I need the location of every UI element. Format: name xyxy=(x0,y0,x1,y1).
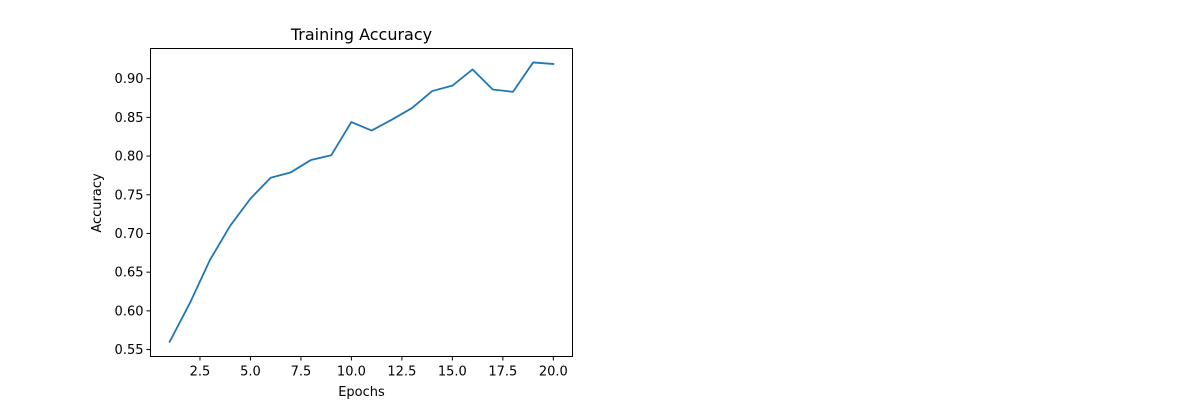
x-tick-label: 12.5 xyxy=(387,365,416,380)
y-tick-label: 0.55 xyxy=(115,343,144,358)
y-axis-label: Accuracy xyxy=(90,173,105,233)
x-axis-label: Epochs xyxy=(338,385,385,400)
x-tick-label: 10.0 xyxy=(337,365,366,380)
y-tick-label: 0.60 xyxy=(115,304,144,319)
y-tick-label: 0.65 xyxy=(115,266,144,281)
y-axis-ticks: 0.55 0.60 0.65 0.70 0.75 0.80 0.85 0.90 xyxy=(115,72,151,358)
y-tick-label: 0.90 xyxy=(115,72,144,87)
y-tick-label: 0.85 xyxy=(115,111,144,126)
plot-area xyxy=(150,48,573,357)
x-tick-label: 7.5 xyxy=(291,365,312,380)
chart-title: Training Accuracy xyxy=(290,25,432,44)
y-tick-label: 0.80 xyxy=(115,150,144,165)
series-line xyxy=(168,61,555,344)
series-layer xyxy=(168,61,555,344)
x-tick-label: 17.5 xyxy=(488,365,517,380)
y-tick-label: 0.70 xyxy=(115,227,144,242)
x-tick-label: 15.0 xyxy=(438,365,467,380)
plot-frame xyxy=(150,48,573,357)
x-tick-label: 2.5 xyxy=(190,365,211,380)
x-tick-label: 20.0 xyxy=(539,365,568,380)
x-tick-label: 5.0 xyxy=(240,365,261,380)
x-axis-ticks: 2.5 5.0 7.5 10.0 12.5 15.0 17.5 20.0 xyxy=(190,356,568,380)
y-tick-label: 0.75 xyxy=(115,188,144,203)
